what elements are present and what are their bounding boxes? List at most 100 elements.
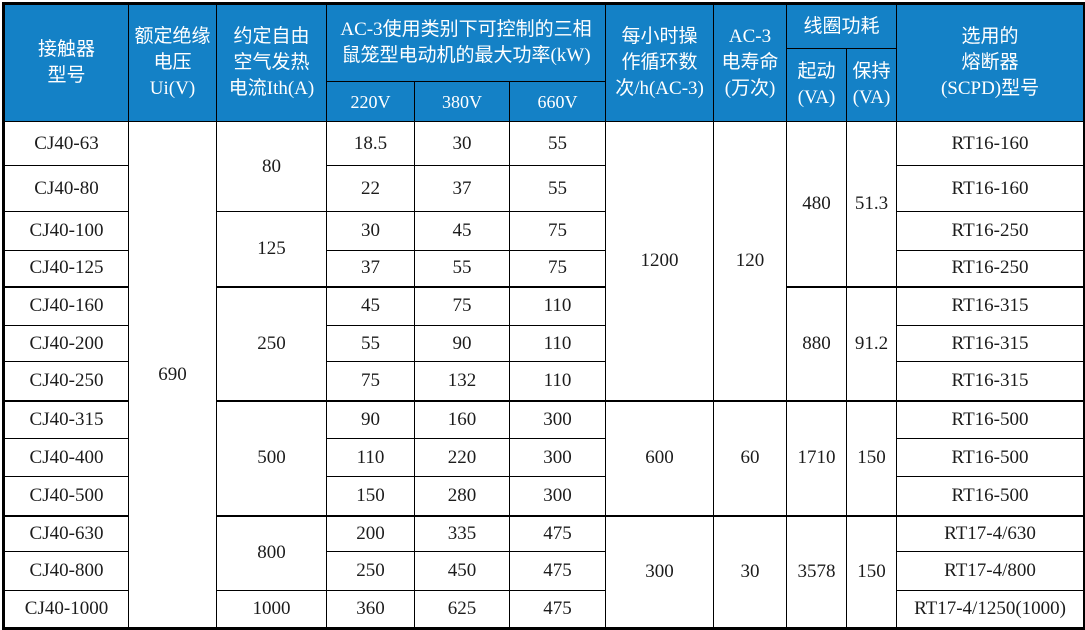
cell-power-660v: 300 <box>508 438 607 477</box>
header-thermal-current: 约定自由 空气发热 电流Ith(A) <box>216 3 327 122</box>
cell-power-220v: 110 <box>326 438 415 477</box>
cell-power-220v: 18.5 <box>326 121 415 166</box>
cell-power-380v: 132 <box>414 361 510 402</box>
cell-model: CJ40-1000 <box>3 590 129 629</box>
cell-coil-start: 480 <box>786 121 848 288</box>
cell-model: CJ40-630 <box>3 515 129 552</box>
cell-coil-start: 3578 <box>786 515 848 629</box>
header-220v: 220V <box>326 81 415 122</box>
cell-model: CJ40-500 <box>3 476 129 517</box>
cell-model: CJ40-100 <box>3 211 129 251</box>
header-row-1: 接触器 型号 额定绝缘 电压Ui(V) 约定自由 空气发热 电流Ith(A) A… <box>3 3 1085 122</box>
table-row: CJ40-160 250 45 75 110 880 91.2 RT16-315 <box>3 286 1085 402</box>
cell-power-660v: 300 <box>508 476 607 517</box>
cell-model: CJ40-63 <box>3 121 129 166</box>
cell-fuse: RT16-250 <box>896 250 1085 288</box>
table-row: CJ40-630 800 200 335 475 300 30 3578 150… <box>3 515 1085 629</box>
cell-power-660v: 110 <box>508 361 607 402</box>
cell-power-380v: 30 <box>414 121 510 166</box>
cell-fuse: RT16-500 <box>896 476 1085 517</box>
cell-insulation-voltage: 690 <box>128 121 217 629</box>
cell-power-380v: 160 <box>414 400 510 439</box>
cell-fuse: RT16-500 <box>896 400 1085 439</box>
cell-electrical-life: 120 <box>713 121 788 402</box>
table-row: CJ40-1000 1000 360 625 475 RT17-4/1250(1… <box>3 590 1085 629</box>
cell-power-660v: 300 <box>508 400 607 439</box>
cell-power-380v: 75 <box>414 286 510 326</box>
cell-thermal-current: 1000 <box>216 590 327 629</box>
cell-power-660v: 475 <box>508 515 607 552</box>
cell-power-220v: 90 <box>326 400 415 439</box>
header-380v: 380V <box>414 81 510 122</box>
cell-fuse: RT16-250 <box>896 211 1085 251</box>
cell-power-660v: 475 <box>508 590 607 629</box>
cell-power-380v: 450 <box>414 551 510 591</box>
cell-operating-cycles: 600 <box>605 400 715 517</box>
cell-model: CJ40-315 <box>3 400 129 439</box>
table-header: 接触器 型号 额定绝缘 电压Ui(V) 约定自由 空气发热 电流Ith(A) A… <box>3 3 1085 122</box>
table-row: CJ40-63 690 80 18.5 30 55 1200 120 480 5… <box>3 121 1085 629</box>
header-electrical-life: AC-3 电寿命 (万次) <box>713 3 788 122</box>
cell-power-220v: 200 <box>326 515 415 552</box>
header-row-2: 起动 (VA) 保持 (VA) <box>4 48 1085 122</box>
table-row: CJ40-80 22 37 55 RT16-160 <box>3 165 1085 212</box>
cell-coil-start: 1710 <box>786 400 848 517</box>
cell-power-660v: 55 <box>508 121 607 166</box>
header-max-power-group: AC-3使用类别下可控制的三相 鼠笼型电动机的最大功率(kW) <box>325 3 607 82</box>
cell-operating-cycles: 300 <box>605 515 715 629</box>
cell-model: CJ40-250 <box>3 361 129 402</box>
table-row: CJ40-125 37 55 75 RT16-250 <box>3 250 1085 288</box>
cell-power-220v: 30 <box>326 211 415 251</box>
cell-power-380v: 625 <box>414 590 510 629</box>
header-coil-power-group: 线圈功耗 <box>786 3 898 49</box>
cell-power-660v: 75 <box>508 211 607 251</box>
cell-fuse: RT16-315 <box>896 361 1085 402</box>
cell-fuse: RT17-4/1250(1000) <box>896 590 1085 629</box>
cell-operating-cycles: 1200 <box>605 121 715 402</box>
cell-fuse: RT16-160 <box>896 165 1085 212</box>
cell-coil-start: 880 <box>786 286 848 402</box>
header-coil-hold: 保持 (VA) <box>846 48 898 122</box>
cell-coil-hold: 150 <box>846 515 898 629</box>
header-coil-start: 起动 (VA) <box>786 48 848 122</box>
cell-thermal-current: 800 <box>216 515 327 591</box>
cell-power-660v: 110 <box>508 286 607 326</box>
cell-power-220v: 360 <box>326 590 415 629</box>
cell-power-380v: 45 <box>414 211 510 251</box>
cell-fuse: RT16-315 <box>896 286 1085 326</box>
cell-thermal-current: 250 <box>216 286 327 402</box>
table-row: CJ40-200 55 90 110 RT16-315 <box>3 325 1085 362</box>
cell-power-220v: 37 <box>326 250 415 288</box>
cell-fuse: RT16-500 <box>896 438 1085 477</box>
header-fuse-type: 选用的 熔断器 (SCPD)型号 <box>896 3 1085 122</box>
cell-power-220v: 75 <box>326 361 415 402</box>
cell-fuse: RT16-315 <box>896 325 1085 362</box>
header-operating-cycles: 每小时操 作循环数 次/h(AC-3) <box>605 3 715 122</box>
cell-fuse: RT17-4/630 <box>896 515 1085 552</box>
cell-fuse: RT16-160 <box>896 121 1085 166</box>
cell-model: CJ40-80 <box>3 165 129 212</box>
cell-power-220v: 250 <box>326 551 415 591</box>
cell-power-220v: 150 <box>326 476 415 517</box>
table-row: CJ40-315 500 90 160 300 600 60 1710 150 … <box>3 400 1085 517</box>
cell-electrical-life: 30 <box>713 515 788 629</box>
cell-thermal-current: 125 <box>216 211 327 288</box>
cell-model: CJ40-160 <box>3 286 129 326</box>
cell-power-660v: 75 <box>508 250 607 288</box>
cell-power-380v: 90 <box>414 325 510 362</box>
cell-power-380v: 55 <box>414 250 510 288</box>
cell-power-220v: 22 <box>326 165 415 212</box>
cell-power-220v: 45 <box>326 286 415 326</box>
table-body: CJ40-63 690 80 18.5 30 55 1200 120 480 5… <box>3 121 1085 629</box>
cell-power-380v: 335 <box>414 515 510 552</box>
table-row: CJ40-500 150 280 300 RT16-500 <box>3 476 1085 517</box>
cell-coil-hold: 51.3 <box>846 121 898 288</box>
cell-coil-hold: 150 <box>846 400 898 517</box>
cell-electrical-life: 60 <box>713 400 788 517</box>
cell-power-660v: 475 <box>508 551 607 591</box>
table-row: CJ40-250 75 132 110 RT16-315 <box>3 361 1085 402</box>
cell-power-220v: 55 <box>326 325 415 362</box>
cell-thermal-current: 500 <box>216 400 327 517</box>
cell-model: CJ40-800 <box>3 551 129 591</box>
